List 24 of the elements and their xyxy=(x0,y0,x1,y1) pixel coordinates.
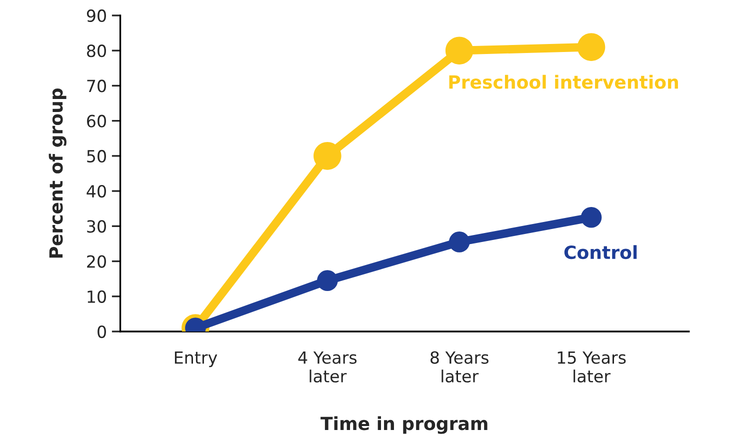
x-axis-title: Time in program xyxy=(320,416,488,434)
point xyxy=(577,33,606,61)
y-tick-label: 70 xyxy=(87,80,106,92)
x-tick-label: 8 Years later xyxy=(430,351,488,383)
point xyxy=(448,232,470,252)
series-label: Preschool intervention xyxy=(449,74,678,89)
y-tick-label: 80 xyxy=(87,44,106,58)
point xyxy=(317,270,338,291)
series-label: Control xyxy=(564,245,637,260)
point xyxy=(445,36,474,64)
y-tick-label: 60 xyxy=(87,114,106,128)
x-tick-label: 4 Years later xyxy=(298,351,357,383)
y-tick-label: 90 xyxy=(86,9,106,22)
x-tick-label: Entry xyxy=(174,351,218,368)
y-tick-label: 20 xyxy=(87,255,106,268)
point xyxy=(314,142,342,170)
x-tick-label: 15 Years later xyxy=(558,351,626,383)
y-tick-label: 50 xyxy=(87,150,106,162)
y-axis-title: Percent of group xyxy=(48,88,66,258)
y-tick-label: 10 xyxy=(88,290,106,303)
point xyxy=(580,206,602,228)
y-tick-label: 40 xyxy=(86,185,106,198)
y-tick-label: 0 xyxy=(98,325,106,338)
y-tick-label: 30 xyxy=(87,220,106,233)
